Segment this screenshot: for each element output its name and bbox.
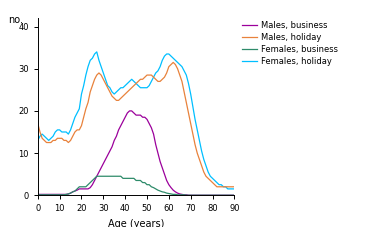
X-axis label: Age (years): Age (years) <box>108 219 164 227</box>
Legend: Males, business, Males, holiday, Females, business, Females, holiday: Males, business, Males, holiday, Females… <box>238 18 341 70</box>
Y-axis label: no.: no. <box>8 15 23 25</box>
